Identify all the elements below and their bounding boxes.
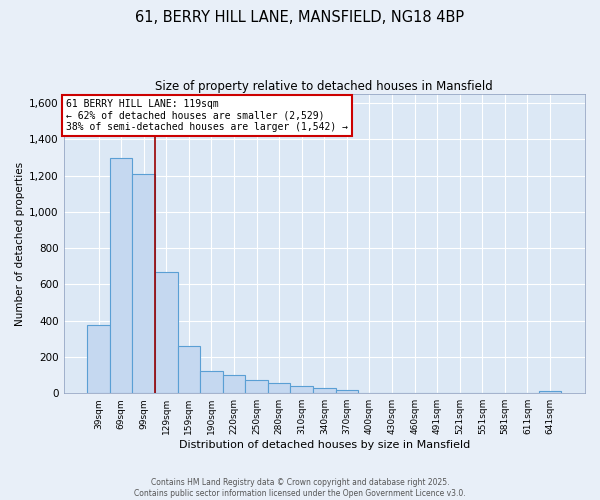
Y-axis label: Number of detached properties: Number of detached properties [15, 162, 25, 326]
Bar [335, 390, 358, 393]
Bar [178, 346, 200, 393]
Bar [88, 325, 110, 393]
X-axis label: Distribution of detached houses by size in Mansfield: Distribution of detached houses by size … [179, 440, 470, 450]
Bar [313, 388, 335, 393]
Text: 61, BERRY HILL LANE, MANSFIELD, NG18 4BP: 61, BERRY HILL LANE, MANSFIELD, NG18 4BP [136, 10, 464, 25]
Bar [110, 158, 133, 393]
Bar [245, 380, 268, 393]
Bar [539, 392, 562, 393]
Text: Contains HM Land Registry data © Crown copyright and database right 2025.
Contai: Contains HM Land Registry data © Crown c… [134, 478, 466, 498]
Bar [133, 174, 155, 393]
Bar [155, 272, 178, 393]
Title: Size of property relative to detached houses in Mansfield: Size of property relative to detached ho… [155, 80, 493, 93]
Text: 61 BERRY HILL LANE: 119sqm
← 62% of detached houses are smaller (2,529)
38% of s: 61 BERRY HILL LANE: 119sqm ← 62% of deta… [66, 98, 348, 132]
Bar [223, 375, 245, 393]
Bar [290, 386, 313, 393]
Bar [268, 383, 290, 393]
Bar [200, 372, 223, 393]
